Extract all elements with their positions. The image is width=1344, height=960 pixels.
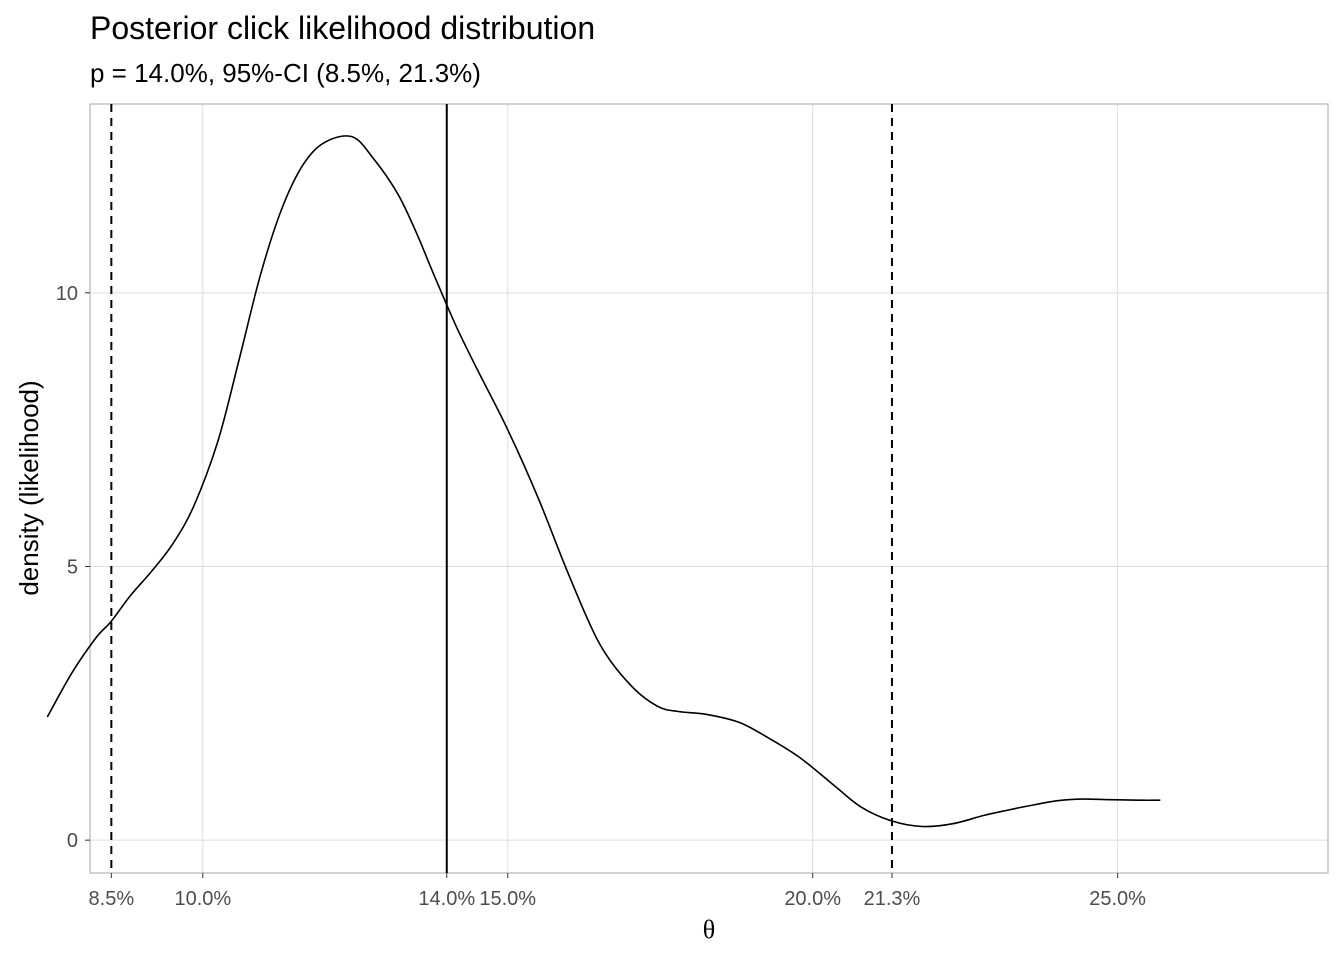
y-tick-label-0: 0 <box>67 830 78 852</box>
panel-border <box>89 103 1329 874</box>
x-tick-label-3: 15.0% <box>479 888 536 910</box>
y-tick-label-2: 10 <box>56 283 78 305</box>
series-layer <box>46 135 1161 828</box>
density-curve-0 <box>46 135 1161 828</box>
vline-layer <box>110 104 893 873</box>
y-axis-title: density (likelihood) <box>14 380 44 595</box>
x-tick-label-0: 8.5% <box>89 888 135 910</box>
grid-layer <box>90 104 1328 873</box>
y-tick-label-1: 5 <box>67 556 78 578</box>
x-tick-label-1: 10.0% <box>174 888 231 910</box>
x-tick-label-2: 14.0% <box>418 888 475 910</box>
x-tick-label-5: 21.3% <box>864 888 921 910</box>
tick-layer: 8.5% 10.0% 14.0% 15.0% 20.0% 21.3% 25.0% 0 5 10 <box>56 283 1146 910</box>
x-tick-label-6: 25.0% <box>1089 888 1146 910</box>
chart-title: Posterior click likelihood distribution <box>90 10 596 46</box>
x-axis-title: θ <box>703 915 715 944</box>
x-tick-label-4: 20.0% <box>784 888 841 910</box>
chart-subtitle: p = 14.0%, 95%-CI (8.5%, 21.3%) <box>90 58 481 88</box>
